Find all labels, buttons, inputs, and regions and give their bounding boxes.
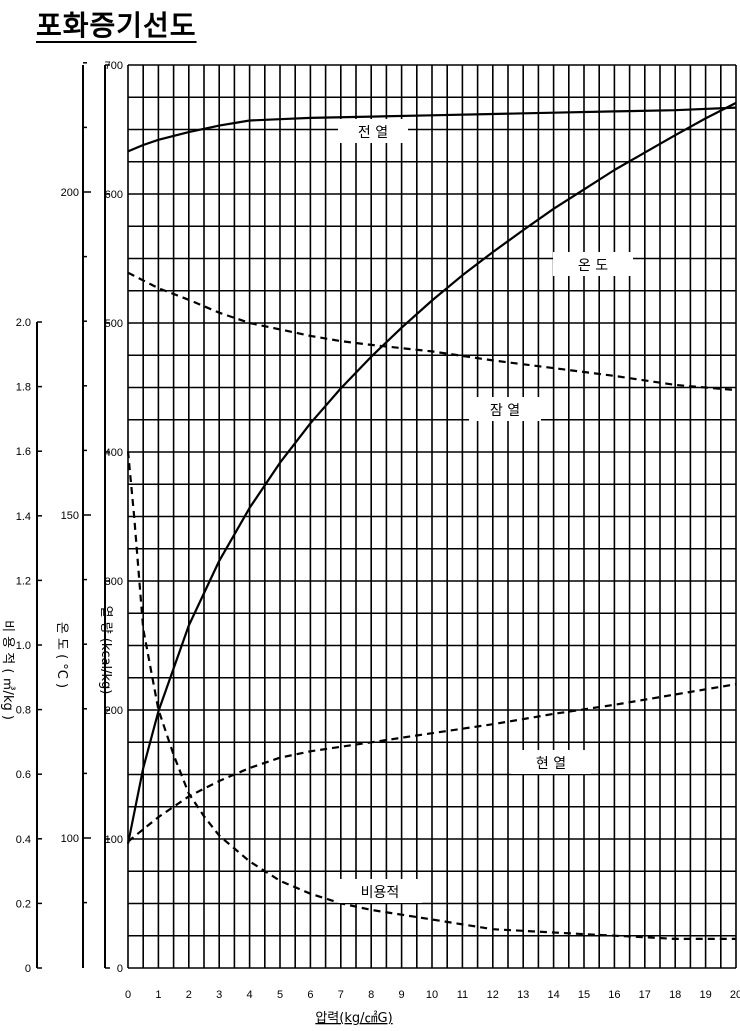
- x-tick-label: 6: [307, 989, 313, 1001]
- specific-volume-tick-label: 0.2: [16, 898, 31, 910]
- x-tick-label: 17: [639, 989, 651, 1001]
- curve-label: 전 열: [358, 125, 388, 141]
- series-lines: [126, 101, 737, 941]
- heat-tick-label: 200: [105, 705, 123, 717]
- x-tick-label: 5: [277, 989, 283, 1001]
- heat-axis-title: 열 량 (kcal/kg): [98, 606, 113, 695]
- x-tick-label: 10: [426, 989, 438, 1001]
- series-line: [126, 101, 737, 845]
- x-tick-label: 13: [517, 989, 529, 1001]
- heat-tick-label: 100: [105, 834, 123, 846]
- x-tick-label: 9: [399, 989, 405, 1001]
- specific-volume-axis-title: 비 용 적 ( ㎥/kg ): [0, 620, 15, 720]
- heat-tick-label: 500: [105, 318, 123, 330]
- curve-label-box: [338, 119, 408, 143]
- heat-tick-label: 400: [105, 447, 123, 459]
- x-tick-label: 7: [338, 989, 344, 1001]
- specific-volume-tick-label: 1.0: [16, 640, 31, 652]
- curve-label: 현 열: [536, 756, 566, 772]
- temperature-tick-label: 200: [61, 187, 79, 199]
- page-title: 포화증기선도: [36, 9, 197, 42]
- series-line: [127, 271, 737, 392]
- x-tick-label: 3: [216, 989, 222, 1001]
- temperature-axis-title: 온 도 ( °C ): [54, 622, 69, 688]
- temperature-tick-label: 100: [61, 833, 79, 845]
- specific-volume-tick-label: 1.6: [16, 446, 31, 458]
- heat-tick-label: 300: [105, 576, 123, 588]
- curve-label-box: [469, 397, 541, 421]
- x-tick-label: 0: [125, 989, 131, 1001]
- specific-volume-tick-label: 0.6: [16, 769, 31, 781]
- heat-tick-label: 0: [117, 963, 123, 975]
- x-axis-title: 압력(kg/㎠G): [315, 1011, 392, 1026]
- x-tick-label: 2: [186, 989, 192, 1001]
- specific-volume-tick-label: 0.4: [16, 834, 31, 846]
- series-line: [126, 451, 736, 941]
- grid: [127, 64, 737, 969]
- heat-tick-label: 600: [105, 189, 123, 201]
- series-line: [127, 106, 737, 153]
- x-tick-label: 20: [730, 989, 740, 1001]
- x-tick-label: 19: [699, 989, 711, 1001]
- curve-label-box: [553, 252, 633, 276]
- specific-volume-tick-label: 1.2: [16, 575, 31, 587]
- x-tick-label: 1: [155, 989, 161, 1001]
- x-tick-label: 8: [368, 989, 374, 1001]
- specific-volume-tick-label: 2.0: [16, 317, 31, 329]
- curve-label-box: [338, 879, 422, 903]
- specific-volume-tick-label: 0: [25, 963, 31, 975]
- curve-label: 잠 열: [490, 403, 520, 419]
- curve-label-box: [511, 750, 591, 774]
- x-tick-label: 14: [547, 989, 559, 1001]
- curve-label: 온 도: [578, 258, 608, 274]
- curve-label: 비용적: [361, 885, 400, 901]
- x-tick-label: 12: [487, 989, 499, 1001]
- specific-volume-tick-label: 0.8: [16, 705, 31, 717]
- x-tick-label: 15: [578, 989, 590, 1001]
- specific-volume-tick-label: 1.4: [16, 511, 31, 523]
- specific-volume-tick-label: 1.8: [16, 382, 31, 394]
- x-tick-label: 18: [669, 989, 681, 1001]
- temperature-tick-label: 150: [61, 510, 79, 522]
- heat-tick-label: 700: [105, 60, 123, 72]
- x-tick-label: 16: [608, 989, 620, 1001]
- x-tick-label: 11: [457, 989, 468, 1001]
- x-tick-label: 4: [247, 989, 253, 1001]
